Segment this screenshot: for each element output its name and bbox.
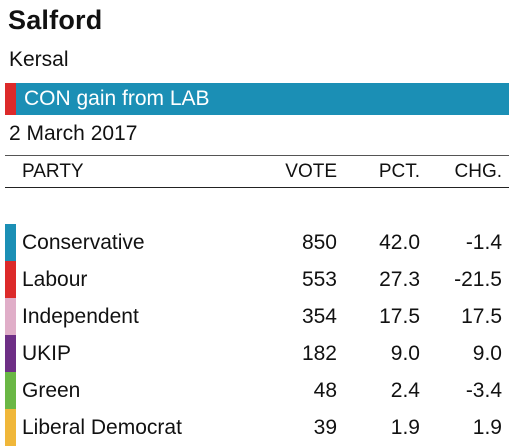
vote-change: 1.9 — [472, 416, 502, 439]
vote-change: 17.5 — [461, 305, 502, 328]
party-color-swatch — [5, 298, 16, 335]
vote-change: -21.5 — [454, 268, 502, 291]
vote-count: 553 — [301, 268, 337, 291]
vote-change: -3.4 — [465, 379, 502, 402]
party-name: Independent — [22, 305, 139, 328]
column-header-vote: VOTE — [285, 161, 337, 182]
party-color-swatch — [5, 261, 16, 298]
vote-count: 182 — [301, 342, 337, 365]
table-row: Green 48 2.4 -3.4 — [5, 372, 509, 409]
vote-percent: 17.5 — [379, 305, 420, 328]
party-name: Green — [22, 379, 81, 402]
table-row: UKIP 182 9.0 9.0 — [5, 335, 509, 372]
column-header-party: PARTY — [22, 161, 84, 182]
previous-party-stripe — [5, 83, 16, 115]
results-table: Conservative 850 42.0 -1.4 Labour 553 27… — [5, 224, 509, 446]
vote-percent: 42.0 — [379, 231, 420, 254]
party-color-swatch — [5, 372, 16, 409]
vote-count: 354 — [301, 305, 337, 328]
constituency-title: Salford — [8, 5, 103, 35]
table-row: Labour 553 27.3 -21.5 — [5, 261, 509, 298]
column-header-chg: CHG. — [454, 161, 503, 182]
table-row: Independent 354 17.5 17.5 — [5, 298, 509, 335]
party-name: Conservative — [22, 231, 145, 254]
vote-percent: 27.3 — [379, 268, 420, 291]
column-header-pct: PCT. — [378, 161, 420, 182]
table-row: Conservative 850 42.0 -1.4 — [5, 224, 509, 261]
vote-change: -1.4 — [465, 231, 502, 254]
party-name: UKIP — [22, 342, 72, 365]
party-color-swatch — [5, 335, 16, 372]
result-banner-text: CON gain from LAB — [24, 87, 210, 110]
table-header: PARTY VOTE PCT. CHG. — [5, 155, 509, 188]
party-name: Liberal Democrat — [22, 416, 182, 439]
vote-count: 39 — [313, 416, 337, 439]
table-row: Liberal Democrat 39 1.9 1.9 — [5, 409, 509, 446]
party-name: Labour — [22, 268, 88, 291]
vote-count: 850 — [301, 231, 337, 254]
election-date: 2 March 2017 — [9, 122, 138, 145]
vote-percent: 9.0 — [390, 342, 420, 365]
vote-count: 48 — [313, 379, 337, 402]
ward-name: Kersal — [9, 48, 69, 71]
result-banner: CON gain from LAB — [5, 83, 509, 115]
vote-percent: 1.9 — [390, 416, 420, 439]
party-color-swatch — [5, 409, 16, 446]
party-color-swatch — [5, 224, 16, 261]
vote-change: 9.0 — [472, 342, 502, 365]
vote-percent: 2.4 — [390, 379, 420, 402]
